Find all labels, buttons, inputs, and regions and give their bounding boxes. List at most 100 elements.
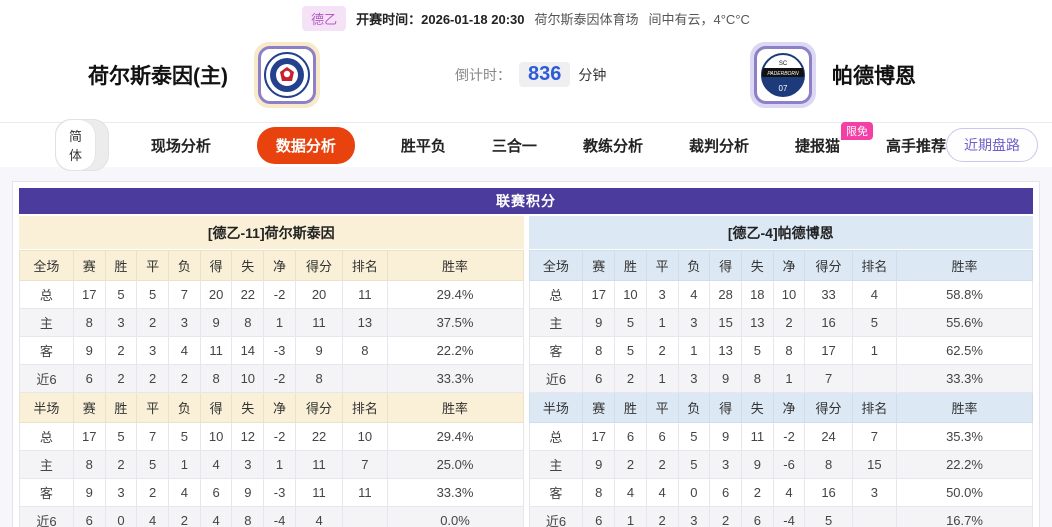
stat-cell: 6 (199, 478, 233, 507)
table-row: 近6 6 1 2 3 2 6 -4 5 16.7% (528, 506, 1033, 527)
stat-cell: 5 (851, 308, 898, 337)
language-toggle: 简体 繁体 (55, 119, 109, 171)
weather-text: 间中有云，4°C°C (648, 11, 750, 27)
stat-cell: 0 (104, 506, 138, 527)
table-row: 总 17 6 6 5 9 11 -2 24 7 35.3% (528, 422, 1033, 451)
stat-cell: 9 (709, 364, 742, 393)
tab-win-draw-loss[interactable]: 胜平负 (400, 137, 446, 155)
column-header: 净 (263, 250, 296, 281)
stat-cell: 15 (709, 308, 742, 337)
stat-cell: 8 (72, 308, 106, 337)
row-label: 近6 (19, 364, 74, 393)
column-header: 净 (772, 250, 806, 281)
home-team-logo (254, 42, 320, 108)
stat-cell: 3 (677, 308, 711, 337)
stats-tables: 全场赛胜平负得失净得分 排名 胜率总 17 5 5 7 20 22 -2 20 11 29.4% 主 8 3 2… (19, 250, 1033, 527)
row-label: 总 (19, 422, 74, 451)
venue-text: 荷尔斯泰因体育场 (534, 11, 639, 27)
content-area: 联赛积分 [德乙-11]荷尔斯泰因 [德乙-4]帕德博恩 全场赛胜平负得失净得分… (0, 167, 1052, 527)
stat-cell: 17 (72, 422, 106, 451)
tab-expert-picks[interactable]: 高手推荐 (885, 137, 946, 155)
table-row: 总 17 5 5 7 20 22 -2 20 11 29.4% (19, 280, 524, 309)
stat-cell: 9 (709, 422, 742, 451)
stat-cell (851, 364, 898, 393)
table-header-row: 半场赛胜平负得失净得分 排名 胜率 (528, 392, 1033, 423)
stat-cell: 6 (740, 506, 774, 527)
tab-data-analysis[interactable]: 数据分析 (256, 126, 355, 164)
stat-cell: 9 (582, 450, 616, 479)
stat-cell: -3 (263, 336, 296, 365)
row-label: 主 (528, 308, 584, 337)
home-team: 荷尔斯泰因(主) (88, 42, 320, 108)
stat-cell: 3 (677, 506, 711, 527)
stat-cell: 1 (772, 364, 806, 393)
row-label: 客 (19, 336, 74, 365)
away-team-logo: PADERBORN SC 07 (750, 42, 816, 108)
column-header: 失 (740, 392, 774, 423)
lang-simplified-button[interactable]: 简体 (56, 120, 96, 170)
stat-cell: 1 (614, 506, 647, 527)
stat-cell: 5 (804, 506, 853, 527)
stat-cell: 3 (104, 308, 138, 337)
recent-trend-button[interactable]: 近期盘路 (946, 128, 1038, 162)
home-team-badge-icon (264, 52, 310, 98)
stat-cell: 10 (342, 422, 388, 451)
stat-cell: 2 (104, 364, 138, 393)
stat-cell (851, 506, 898, 527)
column-header: 胜率 (896, 392, 1033, 423)
column-header: 赛 (582, 392, 616, 423)
stat-cell: 33.3% (386, 364, 524, 393)
row-label: 近6 (528, 506, 584, 527)
stat-cell: 58.8% (896, 280, 1033, 309)
stat-cell: 7 (136, 422, 170, 451)
row-label: 客 (528, 336, 584, 365)
svg-text:PADERBORN: PADERBORN (767, 71, 799, 77)
stat-cell: 1 (645, 308, 679, 337)
stat-cell: 55.6% (896, 308, 1033, 337)
stat-cell: 2 (614, 450, 647, 479)
stat-cell: 22 (231, 280, 265, 309)
stat-cell: 4 (136, 506, 170, 527)
column-header: 平 (136, 250, 170, 281)
stat-cell: 20 (199, 280, 233, 309)
row-label: 近6 (19, 506, 74, 527)
tab-referee-analysis[interactable]: 裁判分析 (688, 137, 749, 155)
countdown-unit: 分钟 (578, 66, 607, 83)
column-header: 胜率 (386, 392, 524, 423)
away-team: PADERBORN SC 07 帕德博恩 (750, 42, 916, 108)
stat-cell: 37.5% (386, 308, 524, 337)
lang-traditional-button[interactable]: 繁体 (95, 120, 108, 170)
stat-cell: 1 (851, 336, 898, 365)
table-row: 近6 6 2 2 2 8 10 -2 8 33.3% (19, 364, 524, 393)
stat-cell: 3 (709, 450, 742, 479)
column-header: 得 (709, 392, 742, 423)
column-header: 胜率 (896, 250, 1033, 281)
stat-cell: 9 (740, 450, 774, 479)
stat-cell: 8 (582, 478, 616, 507)
stat-cell: 17 (582, 280, 616, 309)
column-header: 得分 (294, 250, 344, 281)
stat-cell: 2 (104, 450, 138, 479)
tab-coach-analysis[interactable]: 教练分析 (582, 137, 643, 155)
row-label: 主 (19, 308, 74, 337)
stat-cell: 9 (294, 336, 344, 365)
stat-cell: 2 (740, 478, 774, 507)
stat-cell: 2 (645, 506, 679, 527)
stat-cell: 8 (582, 336, 616, 365)
nav-bar: 简体 繁体 现场分析 数据分析 胜平负 三合一 教练分析 裁判分析 捷报猫 限免… (0, 119, 1052, 171)
tab-three-in-one[interactable]: 三合一 (491, 137, 537, 155)
stat-cell: 4 (645, 478, 679, 507)
stat-cell: 2 (136, 308, 170, 337)
stat-cell: 9 (199, 308, 233, 337)
stat-cell: 11 (342, 280, 388, 309)
tab-jiebao-cat[interactable]: 捷报猫 限免 (795, 121, 873, 156)
table-row: 总 17 5 7 5 10 12 -2 22 10 29.4% (19, 422, 524, 451)
stat-cell: 6 (645, 422, 679, 451)
league-badge: 德乙 (302, 5, 347, 31)
column-header: 胜率 (386, 250, 524, 281)
stat-cell: 17 (582, 422, 616, 451)
stat-cell: 25.0% (386, 450, 524, 479)
countdown-label: 倒计时： (455, 66, 511, 83)
tab-live-analysis[interactable]: 现场分析 (150, 137, 211, 155)
stat-cell: 2 (645, 336, 679, 365)
